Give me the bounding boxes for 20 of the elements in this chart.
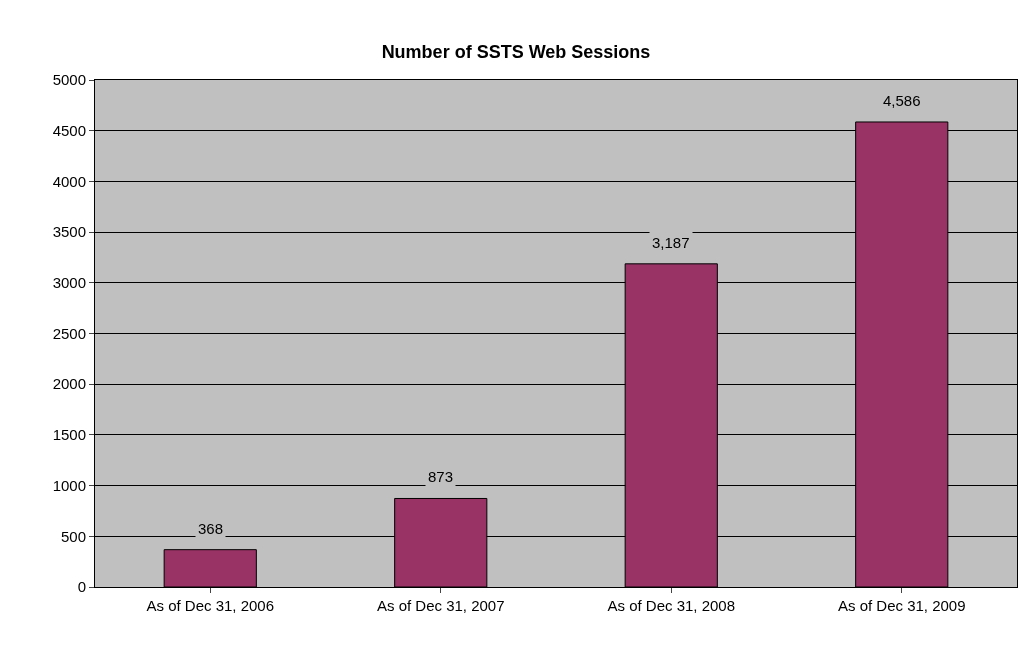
y-tick-label: 1000	[52, 476, 86, 494]
y-tick-label: 5000	[52, 71, 86, 89]
x-tick-label: As of Dec 31, 2008	[607, 597, 736, 614]
y-tick-label: 2000	[52, 375, 86, 393]
data-label: 3,187	[652, 234, 690, 251]
y-tick-label: 0	[77, 578, 86, 596]
y-tick-label: 1500	[52, 426, 86, 444]
y-tick-label: 2500	[52, 324, 86, 342]
y-tick-label: 3000	[52, 274, 86, 292]
x-tick-label: As of Dec 31, 2009	[837, 597, 966, 614]
y-tick-label: 3500	[52, 223, 86, 241]
data-label: 368	[198, 520, 224, 537]
data-label: 4,586	[883, 92, 921, 109]
y-tick-label: 4500	[52, 121, 86, 139]
chart-title: Number of SSTS Web Sessions	[381, 41, 651, 62]
data-label: 873	[428, 468, 454, 485]
x-tick-label: As of Dec 31, 2007	[376, 597, 505, 614]
x-tick-label: As of Dec 31, 2006	[146, 597, 275, 614]
y-tick-label: 4000	[52, 172, 86, 190]
y-tick-label: 500	[60, 527, 86, 545]
